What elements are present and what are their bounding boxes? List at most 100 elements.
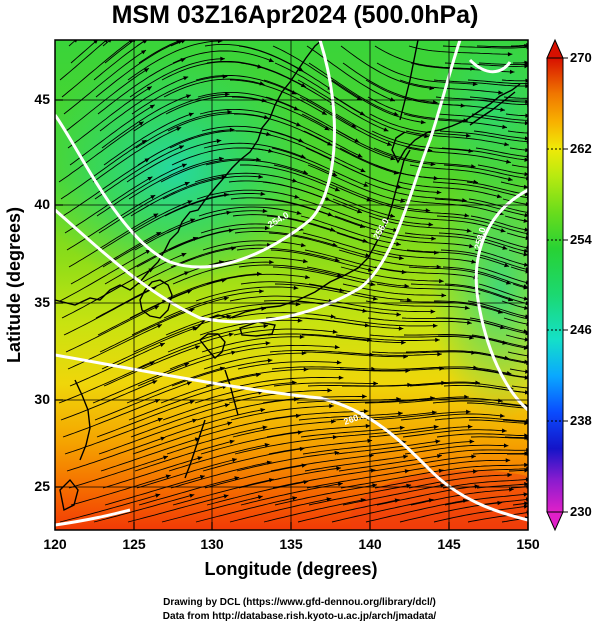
streamline — [63, 286, 157, 336]
streamline-arrowhead — [436, 190, 442, 195]
streamline-arrowhead — [524, 305, 528, 310]
streamline-arrowhead — [425, 208, 431, 213]
streamline — [301, 113, 396, 161]
streamline-arrowhead — [439, 366, 444, 371]
streamline-arrowhead — [429, 86, 435, 91]
streamline — [263, 79, 357, 128]
streamline — [300, 215, 401, 246]
streamline — [432, 400, 525, 407]
hokkaido-west — [391, 131, 406, 164]
streamline — [170, 244, 272, 268]
streamline-arrowhead — [334, 344, 340, 350]
streamline — [303, 130, 399, 175]
streamline-arrowhead — [400, 198, 406, 203]
streamline — [442, 479, 527, 489]
streamline-arrowhead — [141, 50, 146, 55]
streamline-arrowhead — [524, 462, 528, 468]
streamline-arrowhead — [152, 380, 158, 385]
streamline — [471, 113, 528, 121]
streamline-arrowhead — [524, 192, 528, 197]
streamline-arrowhead — [523, 329, 528, 334]
streamline — [476, 45, 526, 48]
streamline-arrowhead — [523, 504, 528, 509]
streamline-arrowhead — [370, 282, 376, 287]
streamline — [94, 381, 192, 421]
streamline — [237, 361, 342, 370]
y-axis-label: Latitude (degrees) — [4, 207, 24, 363]
streamline — [444, 493, 525, 506]
streamline-arrowhead — [500, 228, 506, 233]
streamline-arrowhead — [258, 174, 263, 179]
streamline-arrowhead — [292, 496, 297, 501]
streamline — [297, 499, 400, 523]
streamline-arrowhead — [337, 482, 343, 487]
streamline — [338, 249, 442, 268]
streamline-arrowhead — [327, 141, 332, 146]
streamline-arrowhead — [430, 396, 435, 401]
streamline-arrowhead — [187, 200, 193, 205]
streamline — [166, 426, 268, 455]
streamline-arrowhead — [359, 111, 365, 116]
streamline — [101, 94, 192, 149]
streamline-arrowhead — [474, 484, 480, 489]
x-axis-label: Longitude (degrees) — [204, 559, 377, 579]
credit-data-source: Data from http://database.rish.kyoto-u.a… — [162, 611, 437, 622]
streamline-arrowhead — [229, 127, 235, 132]
streamline — [332, 411, 437, 421]
streamline-arrowhead — [365, 423, 371, 429]
streamline — [167, 113, 269, 132]
streamline — [238, 45, 333, 91]
streamline — [504, 215, 525, 222]
streamline-arrowhead — [332, 329, 338, 334]
streamline — [337, 130, 436, 165]
streamline-arrowhead — [524, 337, 528, 342]
honshu-coast — [194, 149, 411, 331]
streamline-arrowhead — [192, 236, 198, 241]
streamline-arrowhead — [259, 81, 265, 86]
streamline — [231, 96, 330, 131]
streamline — [240, 482, 343, 506]
streamline — [68, 213, 159, 268]
streamline — [440, 464, 525, 472]
streamline — [304, 351, 408, 358]
streamline-arrowhead — [475, 380, 480, 385]
streamline-arrowhead — [195, 345, 200, 350]
streamline — [196, 398, 299, 421]
streamline-arrowhead — [219, 366, 225, 371]
streamline — [502, 419, 527, 423]
streamline — [436, 215, 528, 235]
streamline-arrowhead — [467, 320, 472, 325]
streamline — [501, 79, 526, 82]
streamline — [398, 181, 502, 198]
streamline — [272, 469, 376, 489]
streamline-arrowhead — [407, 382, 412, 388]
streamline-arrowhead — [523, 248, 528, 253]
streamline-arrowhead — [500, 107, 505, 112]
streamline — [96, 400, 195, 438]
streamline — [270, 454, 374, 472]
streamline-arrowhead — [228, 228, 234, 233]
streamline-arrowhead — [507, 177, 513, 182]
streamline — [508, 249, 525, 255]
streamline-arrowhead — [523, 262, 528, 267]
streamline-arrowhead — [430, 162, 436, 167]
streamline — [376, 381, 480, 387]
streamline-arrowhead — [524, 451, 528, 456]
streamline — [127, 40, 223, 81]
streamline-arrowhead — [334, 450, 340, 456]
streamline — [340, 45, 435, 90]
streamline — [370, 232, 474, 248]
streamline — [438, 449, 527, 455]
streamline-arrowhead — [336, 466, 341, 471]
streamline — [330, 181, 431, 212]
sakhalin — [399, 40, 419, 121]
streamline-arrowhead — [433, 424, 439, 430]
streamline — [401, 96, 506, 111]
streamline-arrowhead — [405, 368, 410, 373]
streamline — [365, 300, 470, 309]
streamline — [335, 334, 440, 341]
streamline-arrowhead — [296, 210, 302, 215]
streamline — [266, 425, 371, 438]
streamline — [342, 484, 446, 506]
